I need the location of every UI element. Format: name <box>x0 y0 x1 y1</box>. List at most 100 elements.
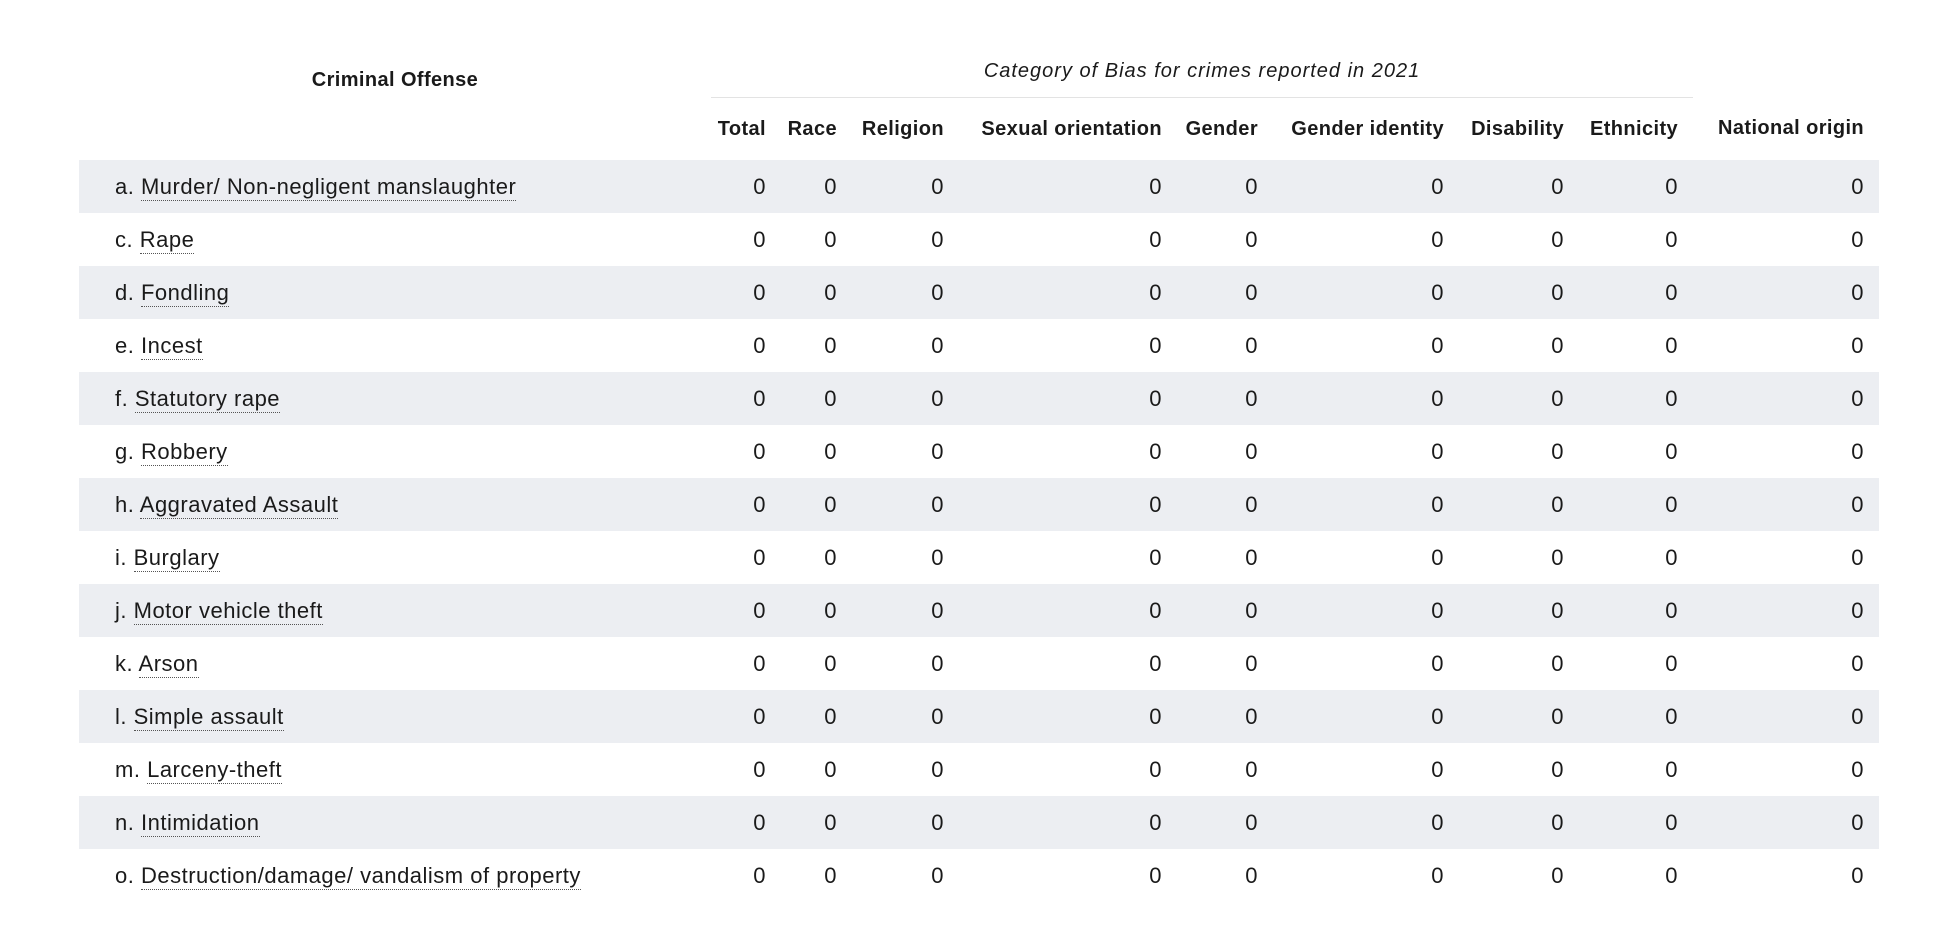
column-header-disability: Disability <box>1471 117 1564 140</box>
offense-link-motor-vehicle-theft[interactable]: Motor vehicle theft <box>133 597 323 625</box>
value-cell-sexual-orientation: 0 <box>1149 491 1162 517</box>
offense-link-burglary[interactable]: Burglary <box>133 544 220 572</box>
value-cell-ethnicity: 0 <box>1665 650 1679 676</box>
offense-link-fondling[interactable]: Fondling <box>140 279 230 307</box>
column-header-row: Total Race Religion Sexual orientation G… <box>79 98 1879 161</box>
bias-crime-table: Criminal Offense Category of Bias for cr… <box>79 0 1880 902</box>
table-row: c. Rape 0 0 0 0 0 0 0 0 0 <box>79 213 1879 266</box>
table-row: h. Aggravated Assault 0 0 0 0 0 0 0 0 0 <box>79 478 1880 531</box>
value-cell-religion: 0 <box>931 173 944 199</box>
offense-prefix: k. <box>115 650 134 676</box>
offense-cell: h. Aggravated Assault <box>79 478 711 531</box>
value-cell-gender: 0 <box>1245 279 1258 305</box>
value-cell-national-origin: 0 <box>1851 438 1865 464</box>
value-cell-gender: 0 <box>1245 385 1258 411</box>
value-cell-national-origin: 0 <box>1851 703 1865 729</box>
value-cell-ethnicity: 0 <box>1665 544 1679 570</box>
criminal-offense-header: Criminal Offense <box>311 68 479 91</box>
value-cell-gender-identity: 0 <box>1431 597 1444 623</box>
value-cell-disability: 0 <box>1551 862 1564 888</box>
offense-link-statutory-rape[interactable]: Statutory rape <box>134 385 281 413</box>
value-cell-gender-identity: 0 <box>1431 809 1444 835</box>
value-cell-disability: 0 <box>1551 597 1564 623</box>
value-cell-gender: 0 <box>1245 491 1258 517</box>
value-cell-religion: 0 <box>931 809 944 835</box>
value-cell-ethnicity: 0 <box>1665 756 1679 782</box>
offense-link-aggravated-assault[interactable]: Aggravated Assault <box>139 491 339 519</box>
value-cell-religion: 0 <box>931 438 944 464</box>
value-cell-gender: 0 <box>1245 438 1258 464</box>
offense-link-simple-assault[interactable]: Simple assault <box>133 703 284 731</box>
offense-prefix: o. <box>115 862 135 888</box>
offense-prefix: g. <box>115 438 135 464</box>
offense-prefix: a. <box>115 173 135 199</box>
value-cell-sexual-orientation: 0 <box>1149 226 1162 252</box>
offense-prefix: c. <box>115 226 134 252</box>
value-cell-disability: 0 <box>1551 703 1564 729</box>
value-cell-gender-identity: 0 <box>1431 756 1444 782</box>
value-cell-religion: 0 <box>931 491 944 517</box>
value-cell-religion: 0 <box>931 597 944 623</box>
column-header-ethnicity: Ethnicity <box>1589 117 1679 140</box>
value-cell-race: 0 <box>824 756 837 782</box>
offense-link-intimidation[interactable]: Intimidation <box>140 809 260 837</box>
offense-link-destruction-damage-vandalism-of-property[interactable]: Destruction/damage/ vandalism of propert… <box>140 862 581 890</box>
value-cell-national-origin: 0 <box>1851 597 1865 623</box>
table-row: f. Statutory rape 0 0 0 0 0 0 0 0 0 <box>79 372 1880 425</box>
offense-prefix: m. <box>115 756 141 782</box>
value-cell-total: 0 <box>753 756 766 782</box>
header-group-row: Criminal Offense Category of Bias for cr… <box>79 0 1879 98</box>
value-cell-gender: 0 <box>1245 862 1258 888</box>
table-row: g. Robbery 0 0 0 0 0 0 0 0 0 <box>79 425 1879 478</box>
value-cell-national-origin: 0 <box>1851 491 1865 517</box>
offense-prefix: n. <box>115 809 135 835</box>
value-cell-race: 0 <box>824 650 837 676</box>
offense-cell: n. Intimidation <box>79 796 711 849</box>
value-cell-race: 0 <box>824 491 837 517</box>
offense-prefix: i. <box>115 544 127 570</box>
value-cell-race: 0 <box>824 279 837 305</box>
value-cell-gender: 0 <box>1245 173 1258 199</box>
offense-cell: g. Robbery <box>79 425 711 478</box>
value-cell-sexual-orientation: 0 <box>1149 438 1162 464</box>
value-cell-total: 0 <box>753 226 766 252</box>
column-header-sexual-orientation: Sexual orientation <box>981 117 1162 140</box>
table-row: i. Burglary 0 0 0 0 0 0 0 0 0 <box>79 531 1879 584</box>
value-cell-gender: 0 <box>1245 544 1258 570</box>
value-cell-disability: 0 <box>1551 809 1564 835</box>
value-cell-gender: 0 <box>1245 809 1258 835</box>
table-row: k. Arson 0 0 0 0 0 0 0 0 0 <box>79 637 1879 690</box>
offense-link-larceny-theft[interactable]: Larceny-theft <box>147 756 282 784</box>
offense-cell: d. Fondling <box>79 266 711 319</box>
value-cell-gender: 0 <box>1245 756 1258 782</box>
value-cell-disability: 0 <box>1551 385 1564 411</box>
offense-link-robbery[interactable]: Robbery <box>140 438 228 466</box>
value-cell-race: 0 <box>824 226 837 252</box>
value-cell-sexual-orientation: 0 <box>1149 385 1162 411</box>
value-cell-total: 0 <box>753 491 766 517</box>
offense-cell: a. Murder/ Non-negligent manslaughter <box>79 160 711 213</box>
value-cell-ethnicity: 0 <box>1665 332 1679 358</box>
header-spacer <box>1693 0 1879 98</box>
value-cell-total: 0 <box>753 438 766 464</box>
offense-link-incest[interactable]: Incest <box>140 332 203 360</box>
value-cell-race: 0 <box>824 862 837 888</box>
value-cell-total: 0 <box>753 385 766 411</box>
value-cell-national-origin: 0 <box>1851 332 1865 358</box>
offense-prefix: d. <box>115 279 135 305</box>
offense-link-rape[interactable]: Rape <box>139 226 195 254</box>
value-cell-gender: 0 <box>1245 703 1258 729</box>
value-cell-ethnicity: 0 <box>1665 279 1679 305</box>
table-row: a. Murder/ Non-negligent manslaughter 0 0 0… <box>79 160 1880 213</box>
value-cell-sexual-orientation: 0 <box>1149 862 1162 888</box>
value-cell-gender-identity: 0 <box>1431 703 1444 729</box>
value-cell-total: 0 <box>753 544 766 570</box>
value-cell-disability: 0 <box>1551 332 1564 358</box>
offense-link-arson[interactable]: Arson <box>138 650 199 678</box>
value-cell-national-origin: 0 <box>1851 226 1865 252</box>
offense-prefix: j. <box>115 597 127 623</box>
value-cell-total: 0 <box>753 173 766 199</box>
offense-link-murder-non-negligent-manslaughter[interactable]: Murder/ Non-negligent manslaughter <box>140 173 517 201</box>
offense-prefix: l. <box>115 703 127 729</box>
value-cell-gender-identity: 0 <box>1431 491 1444 517</box>
